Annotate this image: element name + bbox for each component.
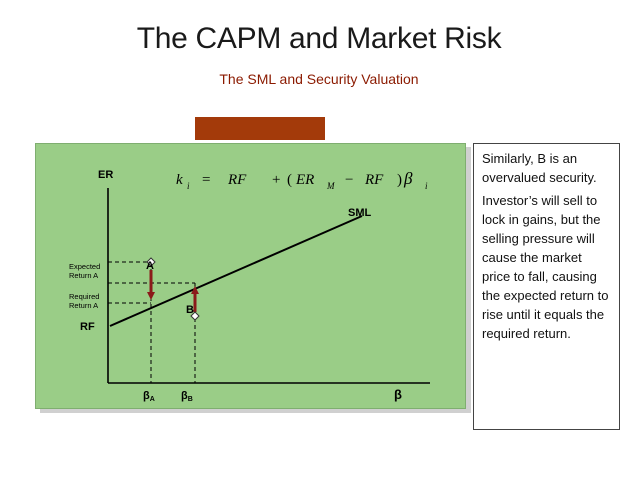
beta-b-label: βB [181, 390, 193, 403]
sml-label: SML [348, 207, 372, 219]
formula-k: k [176, 172, 183, 188]
formula-minus: − [345, 172, 353, 188]
required-return-label-line2: Return A [69, 301, 98, 310]
rf-label: RF [80, 321, 95, 333]
required-return-label-line1: Required [69, 292, 99, 301]
formula-eq: = [202, 172, 210, 188]
formula-k-sub: i [187, 181, 190, 191]
formula-er-sub: M [326, 181, 335, 191]
point-b-marker [190, 311, 200, 321]
formula-lparen: ( [287, 172, 292, 188]
beta-a-label: βA [143, 390, 155, 403]
formula-rf1: RF [227, 172, 247, 188]
formula-er: ER [295, 172, 314, 188]
expected-return-label-line2: Return A [69, 271, 98, 280]
formula-plus: + [272, 172, 280, 188]
y-axis-label: ER [98, 169, 113, 181]
explanation-callout: Similarly, B is an overvalued security. … [473, 143, 620, 430]
formula-beta: β [403, 169, 413, 188]
callout-paragraph-2: Investor’s will sell to lock in gains, b… [482, 193, 609, 341]
diagram-panel [35, 143, 466, 409]
expected-return-label-line1: Expected [69, 262, 100, 271]
sml-line [109, 215, 363, 327]
point-a-marker [146, 257, 156, 267]
formula-beta-sub: i [425, 181, 428, 191]
page-subtitle: The SML and Security Valuation [219, 71, 419, 87]
page-title: The CAPM and Market Risk [136, 22, 502, 55]
callout-paragraph-1: Similarly, B is an overvalued security. [482, 151, 597, 185]
point-a-label: A [146, 260, 154, 272]
decorative-band [195, 117, 325, 140]
formula-rparen: ) [397, 172, 402, 188]
formula-rf2: RF [364, 172, 384, 188]
point-b-label: B [186, 304, 194, 316]
x-axis-label: β [394, 387, 402, 402]
